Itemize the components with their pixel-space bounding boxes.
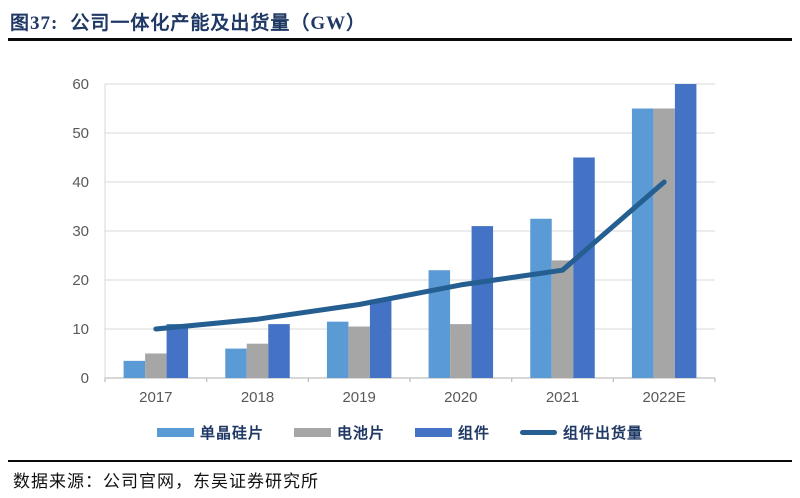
bar-组件-2022E [674, 84, 697, 378]
x-axis-label: 2018 [241, 389, 274, 406]
shipment-line-swatch-icon [520, 430, 558, 435]
figure-title: 图37: 公司一体化产能及出货量（GW） [10, 8, 366, 35]
bar-组件-2018 [268, 324, 290, 378]
bar-电池片-2021 [551, 260, 574, 378]
bar-组件-2021 [573, 157, 595, 378]
bar-单晶硅片-2017 [123, 360, 146, 378]
x-axis-label: 2022E [642, 389, 685, 406]
legend-label: 组件 [458, 426, 491, 442]
wafer-swatch-icon [156, 428, 194, 437]
bar-电池片-2017 [145, 353, 167, 378]
bar-电池片-2020 [450, 324, 472, 378]
y-axis-label: 0 [81, 370, 89, 387]
bar-电池片-2022E [653, 108, 675, 378]
chart-legend: 单晶硅片 电池片 组件 组件出货量 [0, 422, 800, 443]
figure-name: 公司一体化产能及出货量（GW） [70, 13, 367, 34]
bar-组件-2017 [166, 324, 189, 378]
y-axis-label: 30 [72, 223, 89, 240]
title-divider [8, 38, 792, 41]
shipment-trend-line [153, 179, 667, 332]
legend-item-wafer: 单晶硅片 [156, 422, 264, 443]
capacity-shipment-chart: 0 10 20 30 40 50 60 2017 2018 2019 2020 2021 2022E [72, 76, 716, 406]
bar-单晶硅片-2019 [326, 321, 349, 378]
legend-label: 组件出货量 [563, 426, 644, 442]
footer-divider [8, 460, 792, 462]
y-axis-label: 10 [72, 321, 89, 338]
bar-组件-2020 [471, 226, 494, 378]
bar-单晶硅片-2021 [530, 218, 552, 378]
x-axis-label: 2019 [342, 389, 375, 406]
y-axis-label: 50 [72, 125, 89, 142]
bar-电池片-2019 [348, 326, 370, 378]
cell-swatch-icon [293, 428, 331, 437]
y-axis-label: 20 [72, 272, 89, 289]
bar-电池片-2018 [246, 343, 269, 378]
legend-item-shipment: 组件出货量 [520, 422, 643, 443]
bar-单晶硅片-2020 [428, 270, 451, 378]
y-axis-label: 40 [72, 174, 89, 191]
x-axis-label: 2020 [444, 389, 477, 406]
bar-单晶硅片-2018 [225, 348, 247, 378]
bar-单晶硅片-2022E [631, 108, 654, 378]
legend-item-module: 组件 [415, 422, 490, 443]
legend-label: 电池片 [336, 426, 385, 442]
module-swatch-icon [415, 428, 452, 437]
data-source: 数据来源：公司官网，东吴证券研究所 [13, 472, 319, 491]
figure-number: 图37: [10, 13, 59, 34]
x-axis-label: 2017 [139, 389, 172, 406]
bar-组件-2019 [369, 299, 392, 378]
legend-item-cell: 电池片 [293, 422, 385, 443]
x-axis-label: 2021 [546, 389, 579, 406]
y-axis-label: 60 [72, 76, 89, 93]
legend-label: 单晶硅片 [199, 426, 264, 442]
